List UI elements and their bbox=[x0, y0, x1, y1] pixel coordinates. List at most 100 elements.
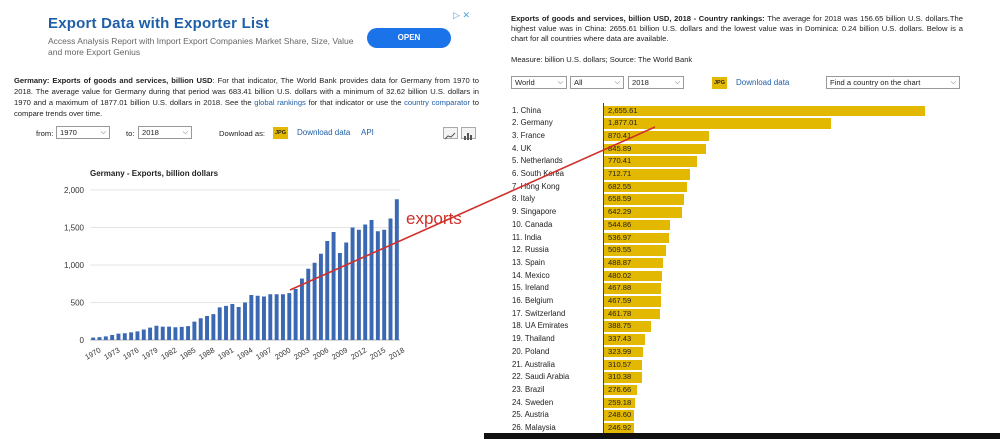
rank-bar bbox=[604, 397, 636, 409]
rank-value-label: 845.89 bbox=[608, 143, 632, 153]
rank-country-label[interactable]: 5. Netherlands bbox=[512, 156, 563, 166]
rank-country-label[interactable]: 26. Malaysia bbox=[512, 423, 556, 432]
rank-value-label: 488.87 bbox=[608, 257, 632, 267]
rank-country-label[interactable]: 9. Singapore bbox=[512, 207, 557, 217]
region-select[interactable]: World ⌵ bbox=[511, 76, 567, 89]
rankings-download-data-link[interactable]: Download data bbox=[736, 78, 790, 87]
rank-bar bbox=[604, 321, 651, 332]
find-country-select[interactable]: Find a country on the chart ⌵ bbox=[826, 76, 960, 89]
rank-country-label[interactable]: 15. Ireland bbox=[512, 283, 549, 293]
ad-title[interactable]: Export Data with Exporter List bbox=[48, 15, 270, 32]
rank-country-label[interactable]: 3. France bbox=[512, 130, 545, 140]
rank-country-label[interactable]: 4. UK bbox=[512, 143, 532, 153]
bar-1998 bbox=[268, 294, 273, 340]
bar-1996 bbox=[255, 295, 260, 340]
rank-value-label: 480.02 bbox=[608, 270, 632, 280]
rankings-jpg-button[interactable]: JPG bbox=[712, 77, 727, 89]
rank-value-label: 248.60 bbox=[608, 410, 632, 420]
bar-1978 bbox=[141, 329, 146, 340]
chevron-down-icon: ⌵ bbox=[950, 79, 956, 86]
rank-value-label: 509.55 bbox=[608, 245, 632, 255]
rank-country-label[interactable]: 20. Poland bbox=[512, 346, 550, 356]
x-tick-label: 2009 bbox=[330, 345, 349, 361]
bar-2002 bbox=[293, 289, 298, 340]
rank-value-label: 544.86 bbox=[608, 219, 632, 229]
chevron-down-icon: ⌵ bbox=[614, 79, 620, 86]
rankings-lead: Exports of goods and services, billion U… bbox=[511, 14, 765, 23]
rank-country-label[interactable]: 13. Spain bbox=[512, 257, 545, 267]
find-country-placeholder: Find a country on the chart bbox=[830, 78, 921, 87]
rank-country-label[interactable]: 16. Belgium bbox=[512, 296, 554, 305]
bar-1982 bbox=[167, 326, 172, 340]
chevron-down-icon: ⌵ bbox=[674, 79, 680, 86]
ad-close-icon[interactable]: ▷ ✕ bbox=[453, 10, 470, 20]
bar-1995 bbox=[249, 295, 254, 340]
rank-country-label[interactable]: 17. Switzerland bbox=[512, 308, 566, 318]
bar-1971 bbox=[97, 337, 102, 340]
rank-bar bbox=[604, 296, 661, 307]
rank-country-label[interactable]: 1. China bbox=[512, 105, 542, 115]
bar-2000 bbox=[280, 294, 285, 340]
y-tick-label: 2,000 bbox=[64, 186, 85, 195]
germany-exports-chart: Germany - Exports, billion dollars 0 500 1… bbox=[64, 169, 406, 362]
bar-1992 bbox=[230, 304, 235, 340]
rank-bar bbox=[604, 105, 925, 116]
rank-value-label: 1,877.01 bbox=[608, 118, 638, 128]
rank-country-label[interactable]: 6. South Korea bbox=[512, 169, 565, 178]
bar-1986 bbox=[192, 321, 197, 340]
rank-value-label: 246.92 bbox=[608, 423, 632, 432]
bar-2005 bbox=[312, 262, 317, 340]
rank-country-label[interactable]: 23. Brazil bbox=[512, 384, 545, 394]
jpg-download-button[interactable]: JPG bbox=[273, 127, 288, 139]
y-axis-ticks: 0 500 1,000 1,500 2,000 bbox=[64, 186, 85, 345]
rank-value-label: 323.99 bbox=[608, 346, 632, 356]
bar-1977 bbox=[135, 331, 140, 340]
bar-2015 bbox=[375, 231, 380, 340]
rankings-text: The average for 2018 was 156.65 billion … bbox=[511, 14, 963, 43]
bar-1973 bbox=[110, 334, 115, 340]
rank-country-label[interactable]: 7. Hong Kong bbox=[512, 181, 560, 191]
x-tick-label: 1985 bbox=[178, 345, 197, 361]
api-link[interactable]: API bbox=[361, 128, 374, 137]
region-value: World bbox=[515, 78, 535, 87]
rank-country-label[interactable]: 25. Austria bbox=[512, 410, 549, 420]
bar-2007 bbox=[325, 241, 330, 340]
country-comparator-link[interactable]: country comparator bbox=[404, 98, 471, 107]
rank-country-label[interactable]: 10. Canada bbox=[512, 219, 553, 229]
to-year-select[interactable]: 2018 ⌵ bbox=[138, 126, 192, 139]
rank-country-label[interactable]: 22. Saudi Arabia bbox=[512, 372, 570, 382]
global-rankings-link[interactable]: global rankings bbox=[254, 98, 306, 107]
rank-value-label: 682.55 bbox=[608, 181, 632, 191]
rank-country-label[interactable]: 12. Russia bbox=[512, 245, 549, 255]
ad-open-button[interactable]: OPEN bbox=[367, 28, 451, 48]
rank-value-label: 2,655.61 bbox=[608, 105, 638, 115]
bar-2013 bbox=[363, 224, 368, 340]
bar-1987 bbox=[198, 318, 203, 340]
rank-country-label[interactable]: 2. Germany bbox=[512, 118, 553, 128]
description-lead: Germany: Exports of goods and services, … bbox=[14, 76, 213, 85]
bar-2016 bbox=[382, 229, 387, 340]
ad-body: Access Analysis Report with Import Expor… bbox=[48, 36, 354, 57]
rank-country-label[interactable]: 14. Mexico bbox=[512, 270, 550, 280]
from-year-select[interactable]: 1970 ⌵ bbox=[56, 126, 110, 139]
rank-bar bbox=[604, 423, 634, 434]
rank-value-label: 388.75 bbox=[608, 321, 632, 331]
from-year-value: 1970 bbox=[60, 128, 77, 137]
rank-country-label[interactable]: 18. UA Emirates bbox=[512, 321, 569, 331]
group-select[interactable]: All ⌵ bbox=[570, 76, 624, 89]
rank-country-label[interactable]: 19. Thailand bbox=[512, 334, 555, 344]
bar-2003 bbox=[299, 278, 304, 340]
bar-1994 bbox=[243, 302, 247, 340]
rank-country-label[interactable]: 21. Australia bbox=[512, 359, 555, 369]
from-label: from: bbox=[36, 129, 54, 138]
year-select[interactable]: 2018 ⌵ bbox=[628, 76, 684, 89]
rank-country-label[interactable]: 24. Sweden bbox=[512, 397, 554, 407]
rank-country-label[interactable]: 8. Italy bbox=[512, 194, 535, 204]
download-data-link[interactable]: Download data bbox=[297, 128, 351, 137]
rank-country-label[interactable]: 11. India bbox=[512, 232, 542, 242]
line-chart-icon[interactable] bbox=[443, 127, 458, 140]
bar-2001 bbox=[287, 293, 292, 340]
bar-chart-icon[interactable] bbox=[461, 127, 476, 140]
bar-2010 bbox=[344, 242, 349, 340]
ad-banner[interactable]: Export Data with Exporter List Access An… bbox=[31, 10, 470, 66]
